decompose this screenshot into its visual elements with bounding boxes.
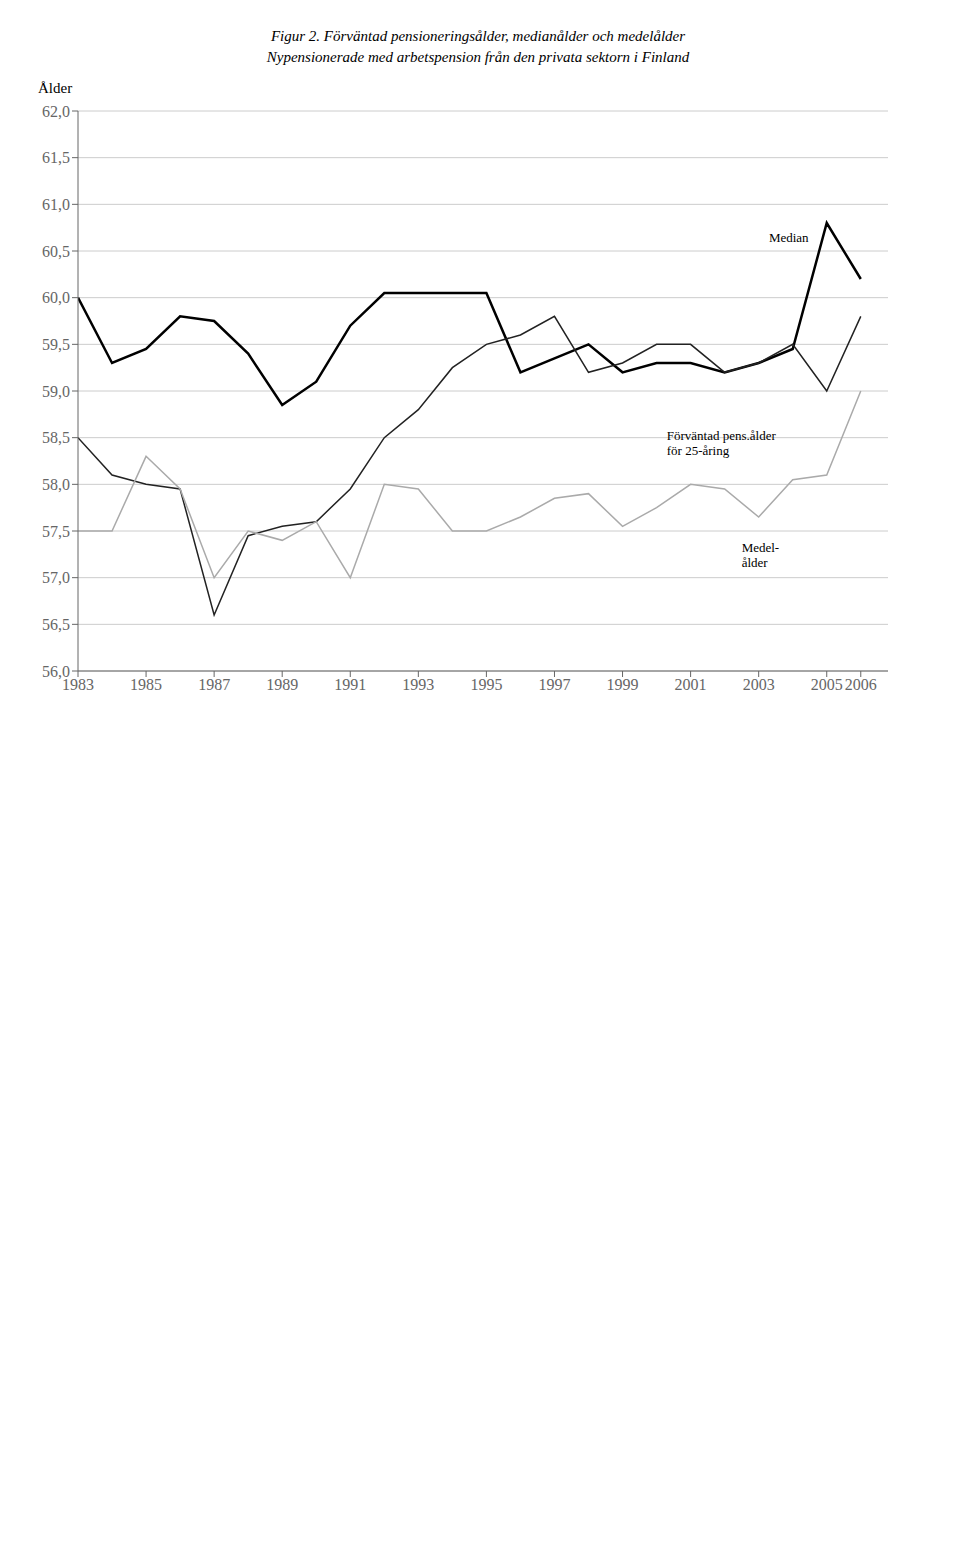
svg-text:1991: 1991: [334, 676, 366, 693]
html-text:Nypensionerade med arbetspensi: Nypensionerade med arbetspension från de…: [266, 49, 690, 65]
svg-text:1987: 1987: [198, 676, 230, 693]
svg-text:56,0: 56,0: [42, 663, 70, 680]
svg-text:1985: 1985: [130, 676, 162, 693]
svg-text:1997: 1997: [538, 676, 570, 693]
svg-text:2006: 2006: [845, 676, 877, 693]
svg-text:2005: 2005: [811, 676, 843, 693]
html-text:Ålder: Ålder: [38, 80, 73, 96]
svg-text:61,0: 61,0: [42, 196, 70, 213]
svg-text:59,0: 59,0: [42, 383, 70, 400]
svg-text:59,5: 59,5: [42, 336, 70, 353]
svg-text:1993: 1993: [402, 676, 434, 693]
html-text:Figur 2. Förväntad pensionerin: Figur 2. Förväntad pensioneringsålder, m…: [270, 28, 686, 44]
svg-text:60,0: 60,0: [42, 289, 70, 306]
svg-text:1989: 1989: [266, 676, 298, 693]
svg-text:57,0: 57,0: [42, 569, 70, 586]
svg-text:57,5: 57,5: [42, 523, 70, 540]
svg-text:2003: 2003: [743, 676, 775, 693]
svg-text:60,5: 60,5: [42, 243, 70, 260]
svg-text:61,5: 61,5: [42, 149, 70, 166]
svg-text:62,0: 62,0: [42, 103, 70, 120]
svg-text:2001: 2001: [675, 676, 707, 693]
svg-text:Median: Median: [769, 230, 809, 245]
svg-text:Förväntad pens.ålderför 25-åri: Förväntad pens.ålderför 25-åring: [667, 427, 777, 457]
svg-text:Medel-ålder: Medel-ålder: [742, 539, 780, 569]
svg-text:1983: 1983: [62, 676, 94, 694]
svg-text:58,0: 58,0: [42, 476, 70, 493]
svg-text:1995: 1995: [470, 676, 502, 693]
svg-text:1999: 1999: [607, 676, 639, 693]
svg-text:56,5: 56,5: [42, 616, 70, 633]
svg-text:58,5: 58,5: [42, 429, 70, 446]
